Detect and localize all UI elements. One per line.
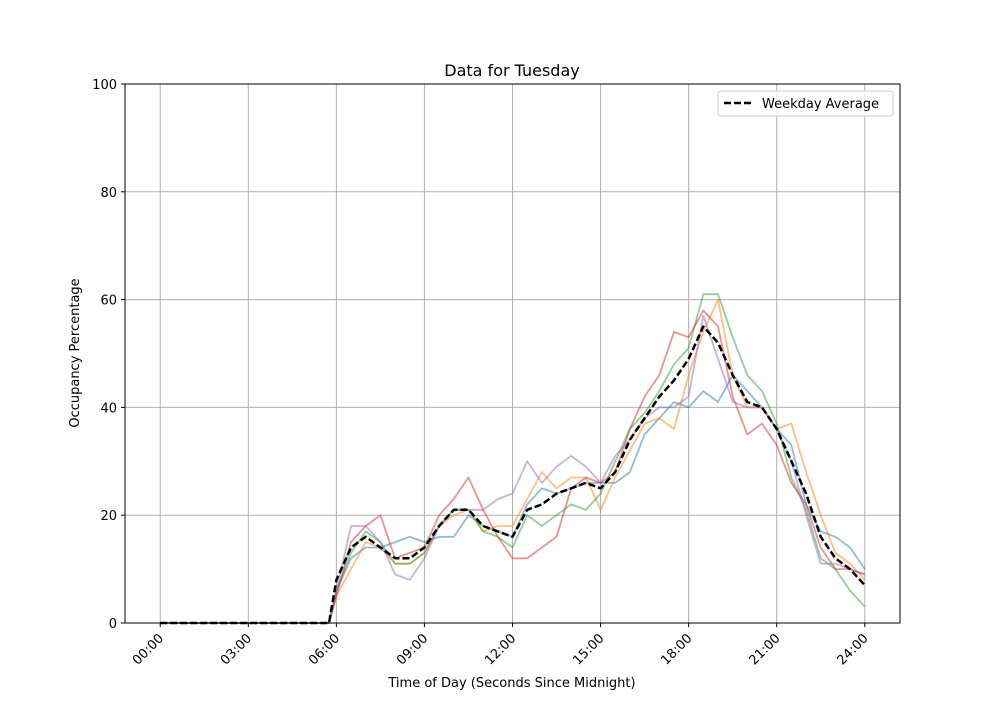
legend-label-weekday-average: Weekday Average — [762, 97, 879, 112]
y-tick-label: 60 — [100, 294, 117, 309]
x-tick-label: 09:00 — [394, 631, 431, 668]
x-tick-label: 03:00 — [218, 631, 255, 668]
y-tick-label: 100 — [92, 78, 117, 93]
y-axis-label: Occupancy Percentage — [68, 278, 83, 427]
y-tick-label: 80 — [100, 186, 117, 201]
x-axis-label: Time of Day (Seconds Since Midnight) — [387, 676, 635, 691]
x-tick-label: 06:00 — [306, 631, 343, 668]
x-tick-label: 24:00 — [835, 631, 872, 668]
series-line-weekday-average — [160, 325, 866, 625]
x-tick-label: 15:00 — [570, 631, 607, 668]
chart-title: Data for Tuesday — [444, 61, 579, 80]
x-tick-label: 12:00 — [482, 631, 519, 668]
x-tick-label: 00:00 — [130, 631, 167, 668]
legend: Weekday Average — [717, 90, 894, 117]
y-tick-label: 20 — [100, 509, 117, 524]
series-line-3 — [160, 293, 866, 624]
legend-box — [717, 90, 894, 117]
x-tick-label: 18:00 — [658, 631, 695, 668]
y-tick-label: 40 — [100, 401, 117, 416]
x-tick-label: 21:00 — [746, 631, 783, 668]
series-line-4 — [160, 309, 866, 624]
y-tick-label: 0 — [109, 617, 117, 632]
